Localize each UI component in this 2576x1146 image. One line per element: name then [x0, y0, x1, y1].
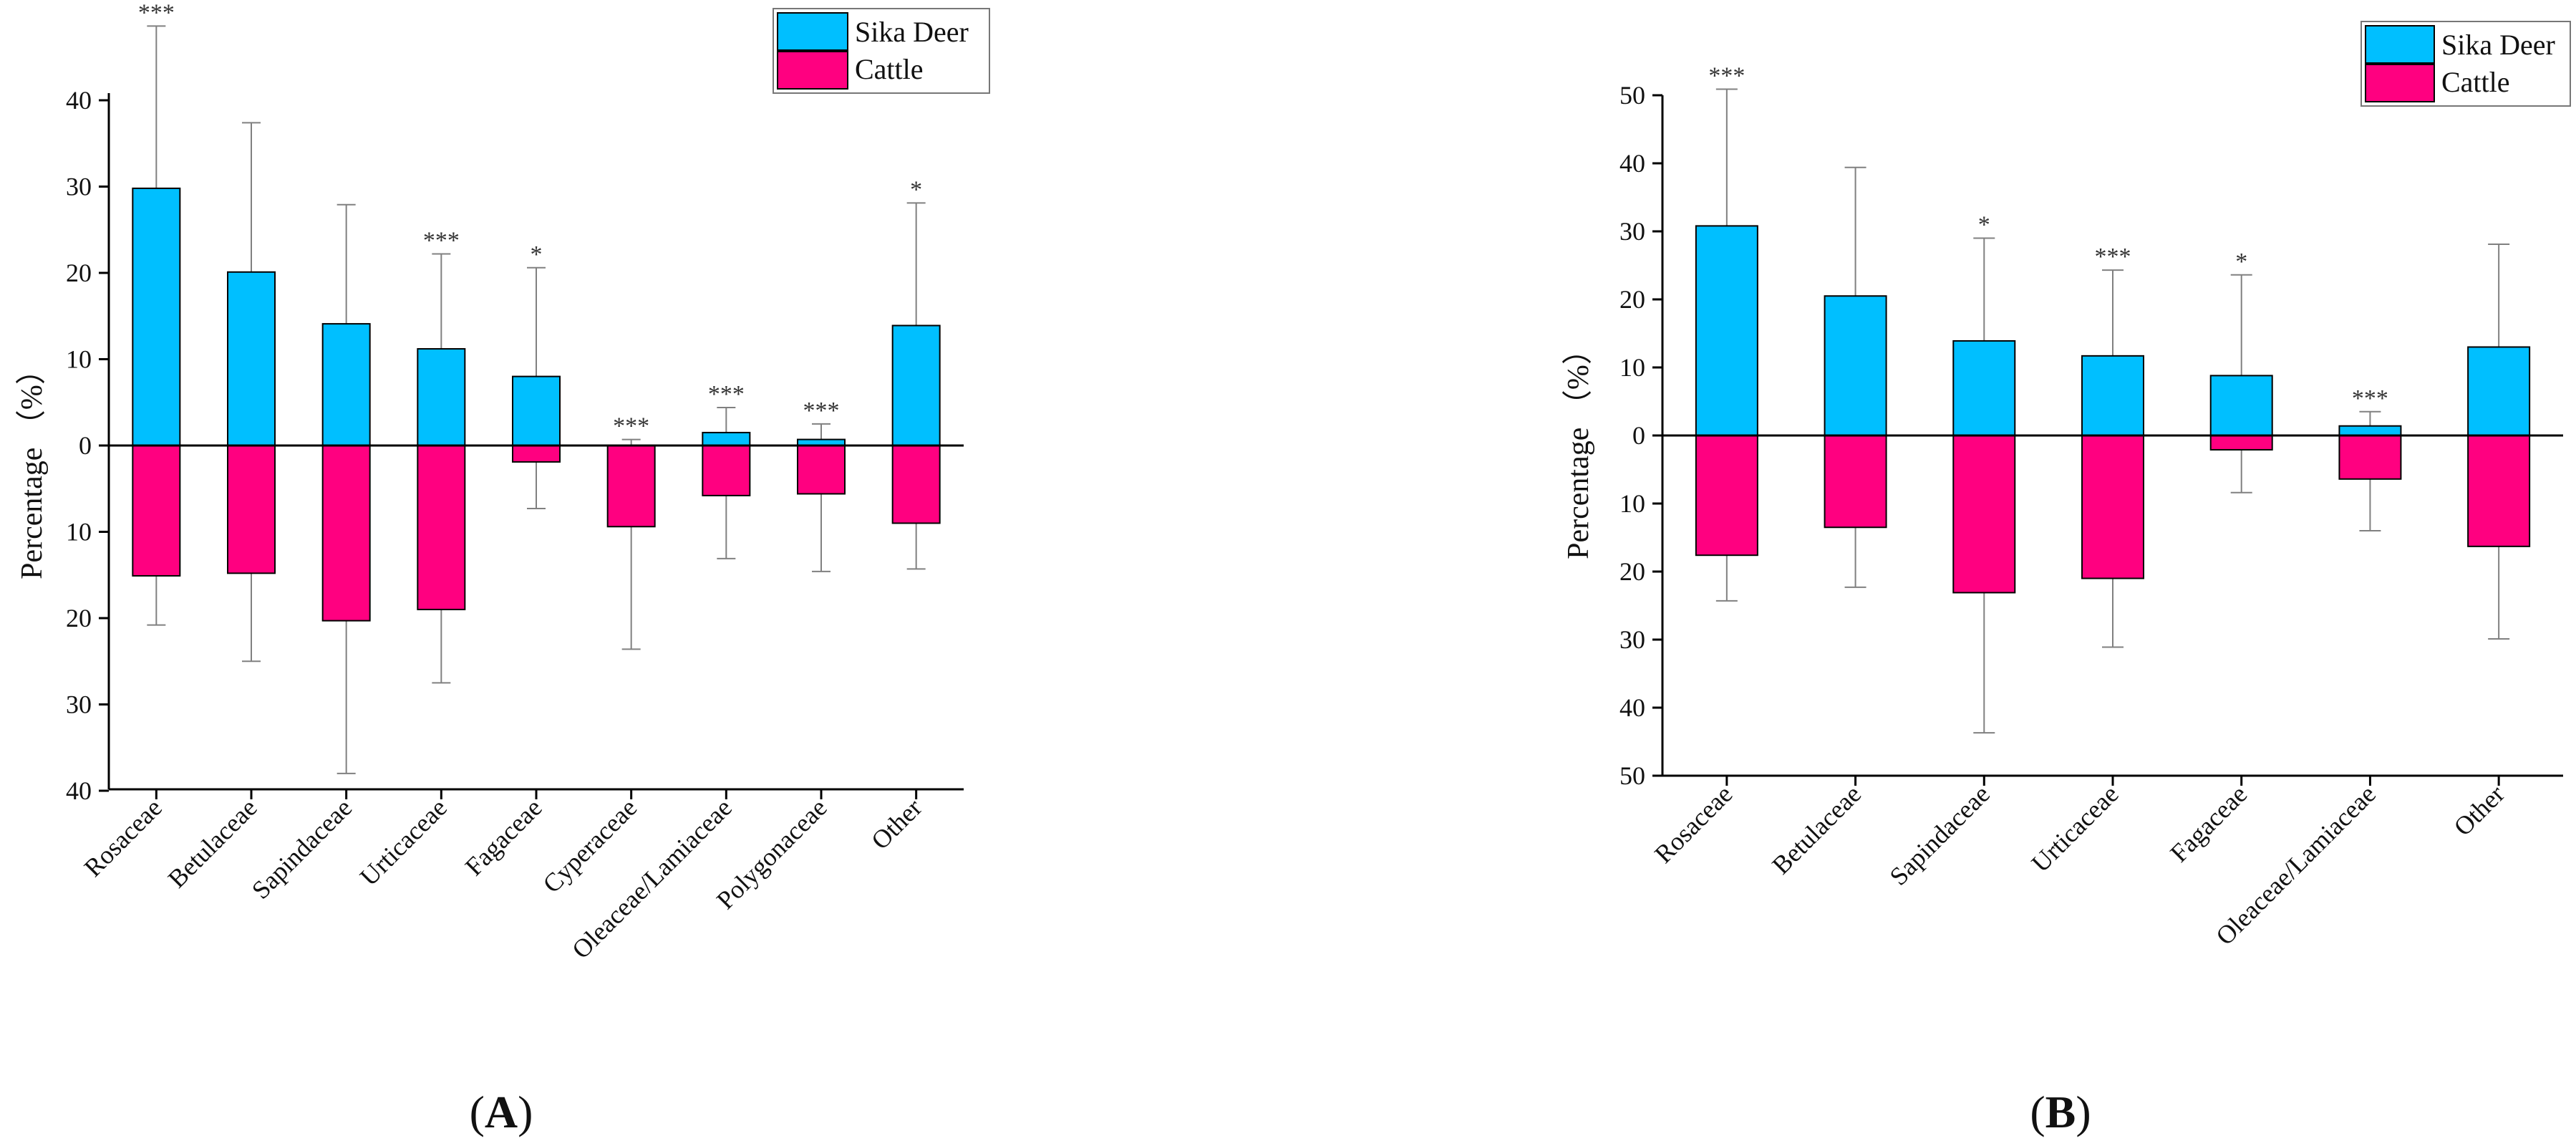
bar-cattle — [417, 445, 466, 610]
bar-cattle — [2081, 435, 2144, 579]
legend-label-cattle-a: Cattle — [855, 53, 924, 85]
bar-sika-deer — [321, 323, 371, 446]
significance-marker: *** — [2352, 385, 2388, 412]
category-label: Oleaceae/Lamiaceae — [566, 793, 737, 964]
bar-sika-deer — [891, 324, 941, 446]
bar-cattle — [606, 445, 656, 528]
legend-label-sika-deer-b: Sika Deer — [2441, 29, 2555, 61]
category-label: Rosaceae — [1649, 779, 1738, 868]
bar-sika-deer — [1824, 295, 1887, 436]
panel-letter-b: B — [2045, 1087, 2076, 1137]
bar-sika-deer — [227, 271, 276, 447]
category-label: Urticaceae — [2026, 779, 2124, 877]
category-label: Betulaceae — [1766, 779, 1866, 880]
legend-a: Sika Deer Cattle — [773, 8, 990, 94]
legend-swatch-sika-deer-a — [777, 12, 848, 51]
bar-sika-deer — [512, 375, 561, 446]
y-tick-label-b: 10 — [1619, 489, 1645, 518]
significance-marker: * — [910, 176, 922, 203]
y-tick-label-b: 40 — [1619, 149, 1645, 178]
significance-marker: *** — [708, 381, 745, 408]
category-label: Sapindaceae — [1884, 779, 1995, 890]
bar-cattle — [2338, 435, 2402, 480]
y-tick-label-a: 20 — [66, 604, 92, 632]
y-tick-label-a: 0 — [79, 431, 92, 460]
bar-cattle — [1824, 435, 1887, 529]
bar-sika-deer — [702, 431, 751, 446]
significance-marker: * — [1978, 212, 1990, 239]
bar-cattle — [321, 445, 371, 622]
chart-panel-b: Percentage （%） Sika Deer Cattle (B) 50 40… — [1562, 21, 2571, 1137]
bar-cattle — [227, 445, 276, 574]
bar-cattle — [132, 445, 181, 577]
legend-b: Sika Deer Cattle — [2360, 21, 2571, 107]
significance-marker: *** — [423, 227, 460, 254]
bar-sika-deer — [132, 187, 181, 446]
y-tick-label-b: 20 — [1619, 557, 1645, 586]
y-tick-label-a: 30 — [66, 690, 92, 719]
y-tick-label-a: 30 — [66, 173, 92, 201]
legend-swatch-cattle-b — [2365, 64, 2435, 102]
y-axis-title-a: Percentage （%） — [16, 355, 49, 579]
y-tick-label-b: 0 — [1632, 421, 1645, 450]
bar-sika-deer — [417, 348, 466, 447]
significance-marker: * — [531, 241, 543, 268]
y-tick-label-a: 40 — [66, 86, 92, 115]
y-tick-label-b: 30 — [1619, 625, 1645, 654]
y-tick-label-b: 30 — [1619, 217, 1645, 246]
y-tick-label-a: 20 — [66, 259, 92, 287]
category-label: Other — [866, 793, 927, 854]
category-label: Betulaceae — [163, 793, 263, 893]
y-tick-label-b: 40 — [1619, 693, 1645, 722]
bar-sika-deer — [1695, 225, 1758, 436]
bar-cattle — [797, 445, 846, 495]
bar-sika-deer — [2209, 375, 2273, 437]
category-label: Fagaceae — [2164, 779, 2252, 867]
y-axis-title-b: Percentage （%） — [1562, 334, 1595, 559]
bar-sika-deer — [2081, 355, 2144, 437]
y-tick-label-a: 10 — [66, 518, 92, 546]
chart-panel-a: Percentage （%） Sika Deer Cattle (A) 40 30… — [16, 0, 990, 1137]
category-label: Urticaceae — [354, 793, 452, 891]
panel-letter-a: A — [485, 1087, 518, 1137]
panel-label-b: (B) — [2030, 1087, 2091, 1137]
bar-cattle — [702, 445, 751, 496]
category-label: Rosaceae — [79, 793, 168, 882]
legend-swatch-sika-deer-b — [2365, 25, 2435, 64]
significance-marker: *** — [803, 398, 840, 424]
y-tick-label-a: 10 — [66, 345, 92, 374]
legend-label-cattle-b: Cattle — [2441, 66, 2510, 98]
y-tick-label-b: 20 — [1619, 285, 1645, 314]
bar-cattle — [1695, 435, 1758, 557]
significance-marker: * — [2235, 249, 2247, 275]
bar-cattle — [2467, 435, 2531, 547]
significance-marker: *** — [613, 413, 649, 440]
y-tick-label-b: 10 — [1619, 353, 1645, 382]
significance-marker: *** — [138, 0, 175, 26]
category-label: Other — [2449, 779, 2510, 841]
y-tick-label-b: 50 — [1619, 761, 1645, 790]
bar-sika-deer — [2338, 425, 2402, 437]
category-label: Cyperaceae — [537, 793, 642, 898]
category-label: Sapindaceae — [246, 793, 357, 904]
bar-sika-deer — [1952, 340, 2016, 437]
significance-marker: *** — [2095, 244, 2131, 270]
legend-swatch-cattle-a — [777, 51, 848, 90]
bar-sika-deer — [2467, 346, 2531, 436]
category-label: Fagaceae — [460, 793, 548, 881]
significance-marker: *** — [1708, 62, 1745, 89]
legend-label-sika-deer-a: Sika Deer — [855, 16, 969, 48]
bar-cattle — [512, 445, 561, 463]
y-tick-label-b: 50 — [1619, 81, 1645, 110]
bar-cattle — [1952, 435, 2016, 594]
y-tick-label-a: 40 — [66, 776, 92, 805]
panel-label-a: (A) — [470, 1087, 533, 1137]
bar-cattle — [2209, 435, 2273, 451]
bar-cattle — [891, 445, 941, 524]
